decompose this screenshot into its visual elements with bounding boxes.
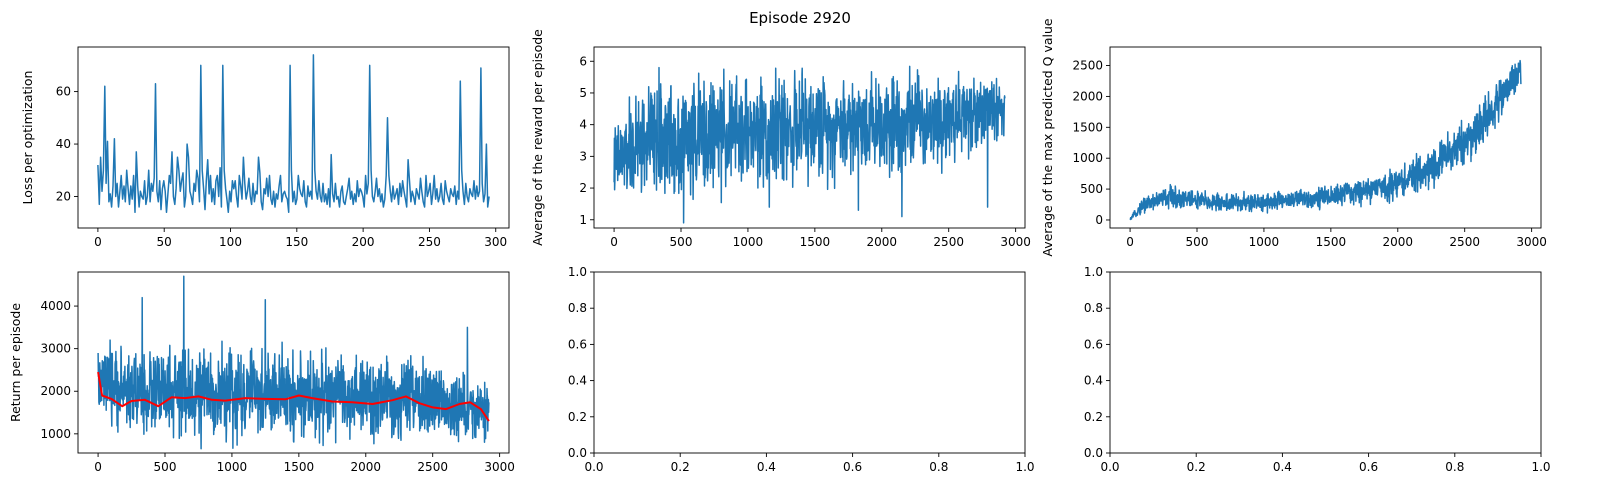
x-tick-label: 0.0	[1100, 460, 1119, 474]
y-axis-label-reward: Average of the reward per episode	[530, 29, 545, 246]
x-tick-label: 1.0	[1015, 460, 1034, 474]
axes-frame-return	[77, 271, 510, 454]
x-tick-label: 500	[154, 460, 177, 474]
moving-average-line-return	[97, 371, 490, 422]
series-line-loss	[97, 54, 490, 214]
x-tick-label: 0.8	[1445, 460, 1464, 474]
y-tick-label: 0.0	[568, 446, 587, 460]
x-tick-label: 2500	[933, 235, 964, 249]
x-tick-label: 0	[1126, 235, 1134, 249]
y-axis-label-loss: Loss per optimization	[20, 71, 35, 205]
y-tick-label: 1.0	[568, 265, 587, 279]
x-tick-label: 3000	[1516, 235, 1547, 249]
y-tick-label: 1	[579, 213, 587, 227]
y-tick-label: 4	[579, 118, 587, 132]
x-tick-label: 0	[94, 460, 102, 474]
x-tick-label: 500	[670, 235, 693, 249]
y-tick-label: 6	[579, 54, 587, 68]
y-tick-label: 1500	[1072, 120, 1103, 134]
x-tick-label: 0	[610, 235, 618, 249]
axes-frame-empty2	[1109, 271, 1542, 454]
x-tick-label: 50	[157, 235, 172, 249]
subplot-qvalue: 0 500 1000 1500 2000 2500 3000 0 500 1000 1500 2000…	[1040, 18, 1547, 257]
y-tick-label: 500	[1080, 182, 1103, 196]
x-tick-label: 1.0	[1531, 460, 1550, 474]
x-tick-label: 0.6	[1359, 460, 1378, 474]
y-tick-label: 4000	[40, 299, 71, 313]
axes-frame-reward	[593, 46, 1026, 229]
subplot-empty2: 0.0 0.2 0.4 0.6 0.8 1.0 0.0 0.2 0.4 0.6 0.8 1.0	[1084, 265, 1551, 474]
x-tick-label: 1000	[733, 235, 764, 249]
y-tick-label: 3	[579, 149, 587, 163]
x-tick-label: 0.2	[1187, 460, 1206, 474]
subplot-reward: 0 500 1000 1500 2000 2500 3000 1 2 3 4 5 6 Average of…	[530, 29, 1031, 249]
plot-area-qvalue	[1129, 59, 1522, 221]
plot-area-loss	[97, 54, 490, 214]
y-tick-label: 0.6	[1084, 337, 1103, 351]
y-tick-label: 20	[56, 190, 71, 204]
x-tick-label: 0.6	[843, 460, 862, 474]
x-tick-label: 300	[484, 235, 507, 249]
series-line-reward	[613, 65, 1006, 224]
y-tick-label: 2000	[40, 384, 71, 398]
y-tick-label: 2	[579, 181, 587, 195]
x-tick-label: 3000	[484, 460, 515, 474]
x-tick-label: 0.8	[929, 460, 948, 474]
y-tick-label: 40	[56, 137, 71, 151]
y-tick-label: 0	[1095, 213, 1103, 227]
x-tick-label: 1500	[284, 460, 315, 474]
x-tick-label: 2500	[417, 460, 448, 474]
figure-title: Episode 2920	[749, 9, 851, 27]
subplot-loss: 0 50 100 150 200 250 300 20 40 60 Loss per optimiz…	[20, 46, 510, 249]
y-tick-label: 0.0	[1084, 446, 1103, 460]
axes-frame-loss	[77, 46, 510, 229]
x-tick-label: 2500	[1449, 235, 1480, 249]
axes-frame-qvalue	[1109, 46, 1542, 229]
y-tick-label: 0.6	[568, 337, 587, 351]
y-tick-label: 1000	[1072, 151, 1103, 165]
x-tick-label: 2000	[351, 460, 382, 474]
x-tick-label: 100	[219, 235, 242, 249]
x-tick-label: 0	[94, 235, 102, 249]
plot-area-reward	[613, 65, 1006, 224]
y-tick-label: 2000	[1072, 89, 1103, 103]
x-tick-label: 0.4	[1273, 460, 1292, 474]
x-tick-label: 1000	[217, 460, 248, 474]
y-tick-label: 0.2	[568, 410, 587, 424]
x-tick-label: 0.0	[584, 460, 603, 474]
x-tick-label: 250	[418, 235, 441, 249]
y-tick-label: 0.8	[568, 301, 587, 315]
series-line-qvalue	[1129, 59, 1522, 221]
y-tick-label: 1.0	[1084, 265, 1103, 279]
y-tick-label: 2500	[1072, 59, 1103, 73]
x-tick-label: 2000	[867, 235, 898, 249]
subplot-return: 0 500 1000 1500 2000 2500 3000 1000 2000 3000 4000…	[8, 271, 515, 474]
y-axis-label-return: Return per episode	[8, 303, 23, 422]
x-tick-label: 1500	[800, 235, 831, 249]
y-tick-label: 5	[579, 86, 587, 100]
y-tick-label: 0.4	[1084, 374, 1103, 388]
axes-frame-empty1	[593, 271, 1026, 454]
y-tick-label: 0.2	[1084, 410, 1103, 424]
y-tick-label: 60	[56, 85, 71, 99]
x-tick-label: 150	[285, 235, 308, 249]
plot-area-return	[97, 275, 490, 450]
x-tick-label: 2000	[1383, 235, 1414, 249]
y-tick-label: 0.4	[568, 374, 587, 388]
subplot-empty1: 0.0 0.2 0.4 0.6 0.8 1.0 0.0 0.2 0.4 0.6 0.8 1.0	[568, 265, 1035, 474]
y-tick-label: 1000	[40, 427, 71, 441]
x-tick-label: 3000	[1000, 235, 1031, 249]
x-tick-label: 1500	[1316, 235, 1347, 249]
y-axis-label-qvalue: Average of the max predicted Q value	[1040, 18, 1055, 257]
x-tick-label: 0.2	[671, 460, 690, 474]
x-tick-label: 200	[352, 235, 375, 249]
y-tick-label: 3000	[40, 342, 71, 356]
x-tick-label: 1000	[1249, 235, 1280, 249]
y-tick-label: 0.8	[1084, 301, 1103, 315]
x-tick-label: 500	[1186, 235, 1209, 249]
x-tick-label: 0.4	[757, 460, 776, 474]
